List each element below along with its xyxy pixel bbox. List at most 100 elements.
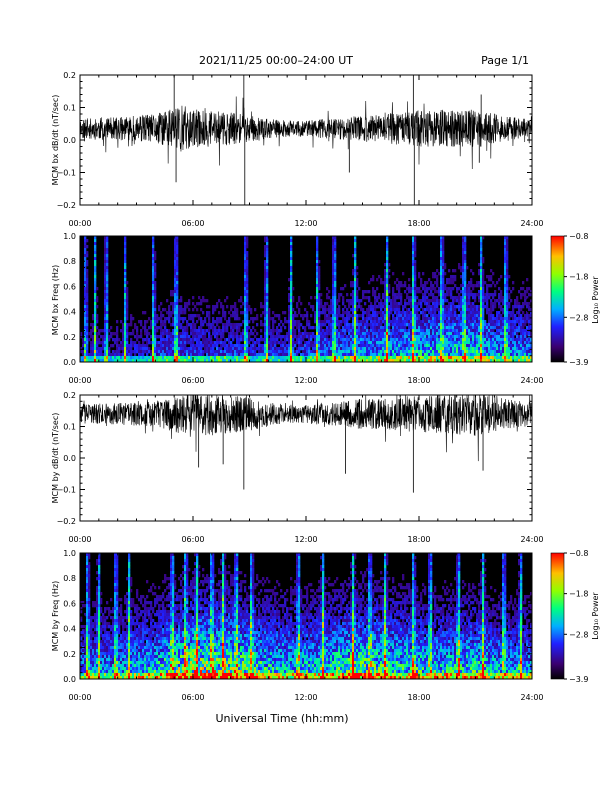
spectrogram-cell bbox=[172, 332, 175, 336]
spectrogram-cell bbox=[220, 320, 223, 324]
spectrogram-cell bbox=[524, 335, 527, 339]
spectrogram-cell bbox=[462, 311, 465, 315]
spectrogram-cell bbox=[342, 287, 345, 291]
spectrogram-cell bbox=[84, 305, 87, 309]
spectrogram-cell bbox=[176, 356, 179, 360]
spectrogram-cell bbox=[414, 356, 417, 360]
spectrogram-cell bbox=[298, 344, 301, 348]
spectrogram-cell bbox=[84, 335, 87, 339]
spectrogram-cell bbox=[374, 296, 377, 300]
spectrogram-cell bbox=[400, 332, 403, 336]
spectrogram-cell bbox=[232, 344, 235, 348]
spectrogram-cell bbox=[424, 326, 427, 330]
spectrogram-cell bbox=[440, 311, 443, 315]
spectrogram-cell bbox=[368, 314, 371, 318]
spectrogram-cell bbox=[488, 359, 491, 363]
spectrogram-cell bbox=[92, 317, 95, 321]
spectrogram-cell bbox=[488, 329, 491, 333]
spectrogram-cell bbox=[380, 323, 383, 327]
spectrogram-cell bbox=[430, 311, 433, 315]
spectrogram-cell bbox=[134, 335, 137, 339]
spectrogram-cell bbox=[368, 350, 371, 354]
spectrogram-cell bbox=[444, 308, 447, 312]
spectrogram-cell bbox=[428, 332, 431, 336]
y-tick-label: −0.1 bbox=[57, 486, 76, 495]
spectrogram-cell bbox=[448, 311, 451, 315]
spectrogram-cell bbox=[252, 350, 255, 354]
spectrogram-cell bbox=[120, 329, 123, 333]
spectrogram-cell bbox=[412, 329, 415, 333]
spectrogram-cell bbox=[340, 314, 343, 318]
spectrogram-cell bbox=[394, 353, 397, 357]
spectrogram-cell bbox=[90, 344, 93, 348]
spectrogram-cell bbox=[492, 347, 495, 351]
spectrogram-cell bbox=[320, 305, 323, 309]
spectrogram-cell bbox=[396, 344, 399, 348]
spectrogram-cell bbox=[358, 323, 361, 327]
spectrogram-cell bbox=[498, 299, 501, 303]
spectrogram-cell bbox=[286, 332, 289, 336]
spectrogram-cell bbox=[304, 350, 307, 354]
spectrogram-cell bbox=[406, 302, 409, 306]
spectrogram-cell bbox=[84, 260, 87, 264]
spectrogram-cell bbox=[304, 353, 307, 357]
spectrogram-cell bbox=[332, 341, 335, 345]
spectrogram-cell bbox=[388, 299, 391, 303]
spectrogram-cell bbox=[248, 350, 251, 354]
spectrogram-cell bbox=[460, 353, 463, 357]
spectrogram-cell bbox=[350, 293, 353, 297]
spectrogram-cell bbox=[450, 281, 453, 285]
spectrogram-cell bbox=[446, 311, 449, 315]
spectrogram-cell bbox=[320, 335, 323, 339]
spectrogram-cell bbox=[414, 260, 417, 264]
spectrogram-cell bbox=[426, 308, 429, 312]
spectrogram-cell bbox=[310, 314, 313, 318]
spectrogram-cell bbox=[256, 347, 259, 351]
panel1-y-ticks: 0.20.10.0−0.1−0.2 bbox=[57, 71, 532, 210]
spectrogram-cell bbox=[472, 287, 475, 291]
spectrogram-cell bbox=[234, 356, 237, 360]
spectrogram-cell bbox=[490, 314, 493, 318]
spectrogram-cell bbox=[372, 308, 375, 312]
spectrogram-cell bbox=[332, 335, 335, 339]
spectrogram-cell bbox=[460, 302, 463, 306]
spectrogram-cell bbox=[120, 341, 123, 345]
spectrogram-cell bbox=[350, 353, 353, 357]
spectrogram-cell bbox=[520, 347, 523, 351]
spectrogram-cell bbox=[146, 359, 149, 363]
spectrogram-cell bbox=[464, 317, 467, 321]
spectrogram-cell bbox=[474, 344, 477, 348]
spectrogram-cell bbox=[260, 353, 263, 357]
spectrogram-cell bbox=[264, 245, 267, 249]
spectrogram-cell bbox=[298, 329, 301, 333]
spectrogram-cell bbox=[322, 308, 325, 312]
spectrogram-cell bbox=[140, 329, 143, 333]
spectrogram-cell bbox=[412, 275, 415, 279]
spectrogram-cell bbox=[322, 323, 325, 327]
spectrogram-cell bbox=[494, 338, 497, 342]
spectrogram-cell bbox=[130, 350, 133, 354]
spectrogram-cell bbox=[472, 344, 475, 348]
spectrogram-cell bbox=[386, 272, 389, 276]
spectrogram-cell bbox=[316, 308, 319, 312]
spectrogram-cell bbox=[512, 281, 515, 285]
spectrogram-cell bbox=[194, 329, 197, 333]
spectrogram-cell bbox=[394, 296, 397, 300]
spectrogram-cell bbox=[384, 329, 387, 333]
spectrogram-cell bbox=[96, 359, 99, 363]
spectrogram-cell bbox=[192, 314, 195, 318]
spectrogram-cell bbox=[408, 314, 411, 318]
spectrogram-cell bbox=[298, 311, 301, 315]
spectrogram-cell bbox=[342, 296, 345, 300]
spectrogram-cell bbox=[396, 359, 399, 363]
spectrogram-cell bbox=[192, 353, 195, 357]
spectrogram-cell bbox=[512, 335, 515, 339]
spectrogram-cell bbox=[124, 245, 127, 249]
spectrogram-cell bbox=[102, 359, 105, 363]
spectrogram-cell bbox=[84, 332, 87, 336]
spectrogram-cell bbox=[162, 323, 165, 327]
spectrogram-cell bbox=[246, 341, 249, 345]
spectrogram-cell bbox=[446, 293, 449, 297]
spectrogram-cell bbox=[436, 275, 439, 279]
spectrogram-cell bbox=[240, 305, 243, 309]
